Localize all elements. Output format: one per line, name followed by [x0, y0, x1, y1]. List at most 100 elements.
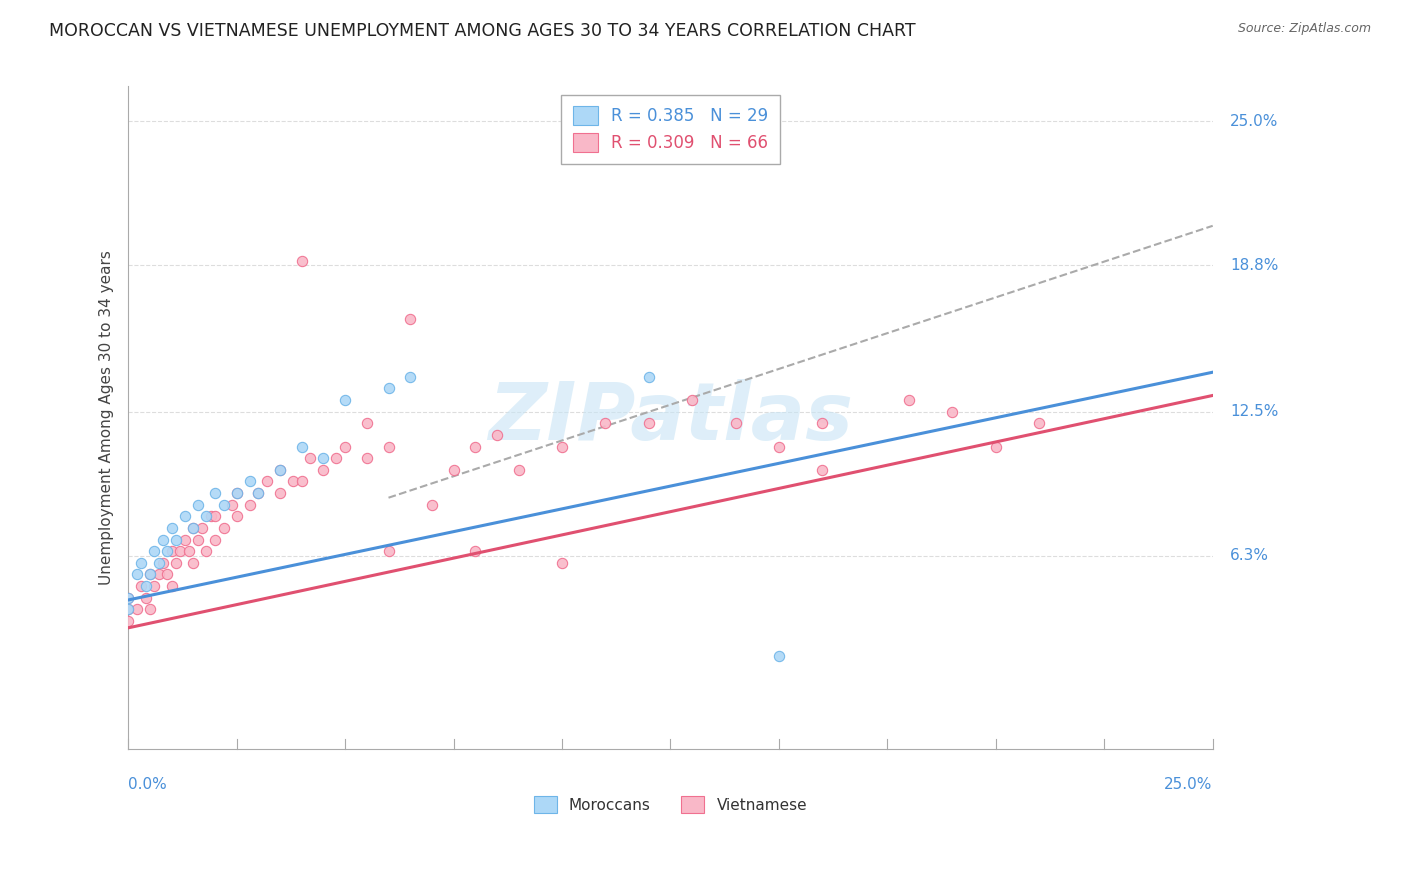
Point — [160, 544, 183, 558]
Point — [312, 451, 335, 466]
Point — [269, 463, 291, 477]
Point — [464, 544, 486, 558]
Point — [464, 440, 486, 454]
Point — [399, 369, 422, 384]
Point — [269, 486, 291, 500]
Point — [595, 417, 617, 431]
Point — [269, 463, 291, 477]
Point — [724, 417, 747, 431]
Point — [984, 440, 1007, 454]
Point — [160, 579, 183, 593]
Text: 0.0%: 0.0% — [128, 777, 167, 791]
Point — [195, 509, 218, 524]
Point — [377, 544, 399, 558]
Point — [333, 440, 356, 454]
Legend: Moroccans, Vietnamese: Moroccans, Vietnamese — [526, 789, 815, 821]
Point — [156, 567, 179, 582]
Point — [135, 591, 157, 605]
Y-axis label: Unemployment Among Ages 30 to 34 years: Unemployment Among Ages 30 to 34 years — [100, 250, 114, 585]
Point — [117, 614, 139, 628]
Point — [165, 533, 187, 547]
Point — [225, 486, 247, 500]
Point — [204, 533, 226, 547]
Point — [177, 544, 200, 558]
Point — [247, 486, 270, 500]
Point — [125, 567, 148, 582]
Point — [117, 602, 139, 616]
Point — [139, 567, 162, 582]
Point — [212, 498, 235, 512]
Point — [143, 544, 166, 558]
Point — [811, 417, 834, 431]
Text: 12.5%: 12.5% — [1230, 404, 1278, 419]
Point — [420, 498, 443, 512]
Point — [200, 509, 222, 524]
Point — [169, 544, 191, 558]
Point — [173, 509, 195, 524]
Point — [399, 311, 422, 326]
Point — [181, 521, 204, 535]
Point — [356, 417, 378, 431]
Point — [221, 498, 243, 512]
Point — [239, 475, 262, 489]
Point — [941, 405, 963, 419]
Point — [637, 417, 659, 431]
Point — [148, 567, 170, 582]
Point — [508, 463, 530, 477]
Point — [181, 556, 204, 570]
Point — [156, 544, 179, 558]
Point — [256, 475, 278, 489]
Point — [247, 486, 270, 500]
Point — [356, 451, 378, 466]
Point — [291, 253, 314, 268]
Point — [148, 556, 170, 570]
Point — [181, 521, 204, 535]
Point — [225, 486, 247, 500]
Point — [551, 556, 574, 570]
Point — [637, 369, 659, 384]
Text: Source: ZipAtlas.com: Source: ZipAtlas.com — [1237, 22, 1371, 36]
Point — [117, 602, 139, 616]
Text: 6.3%: 6.3% — [1230, 549, 1270, 564]
Point — [377, 440, 399, 454]
Point — [551, 440, 574, 454]
Point — [281, 475, 304, 489]
Point — [187, 533, 209, 547]
Point — [898, 393, 921, 408]
Point — [291, 440, 314, 454]
Point — [160, 521, 183, 535]
Point — [768, 440, 790, 454]
Point — [325, 451, 347, 466]
Point — [152, 533, 174, 547]
Point — [129, 579, 152, 593]
Point — [191, 521, 214, 535]
Point — [811, 463, 834, 477]
Point — [143, 579, 166, 593]
Point — [173, 533, 195, 547]
Point — [195, 544, 218, 558]
Text: 25.0%: 25.0% — [1164, 777, 1213, 791]
Point — [139, 567, 162, 582]
Point — [443, 463, 465, 477]
Point — [129, 556, 152, 570]
Point — [291, 475, 314, 489]
Point — [117, 591, 139, 605]
Point — [485, 428, 508, 442]
Text: MOROCCAN VS VIETNAMESE UNEMPLOYMENT AMONG AGES 30 TO 34 YEARS CORRELATION CHART: MOROCCAN VS VIETNAMESE UNEMPLOYMENT AMON… — [49, 22, 915, 40]
Point — [125, 602, 148, 616]
Point — [204, 486, 226, 500]
Point — [187, 498, 209, 512]
Point — [1028, 417, 1050, 431]
Point — [152, 556, 174, 570]
Point — [212, 521, 235, 535]
Point — [225, 509, 247, 524]
Text: 25.0%: 25.0% — [1230, 113, 1278, 128]
Text: ZIPatlas: ZIPatlas — [488, 378, 853, 457]
Point — [135, 579, 157, 593]
Text: 18.8%: 18.8% — [1230, 258, 1278, 273]
Point — [768, 648, 790, 663]
Point — [312, 463, 335, 477]
Point — [333, 393, 356, 408]
Point — [204, 509, 226, 524]
Point — [239, 498, 262, 512]
